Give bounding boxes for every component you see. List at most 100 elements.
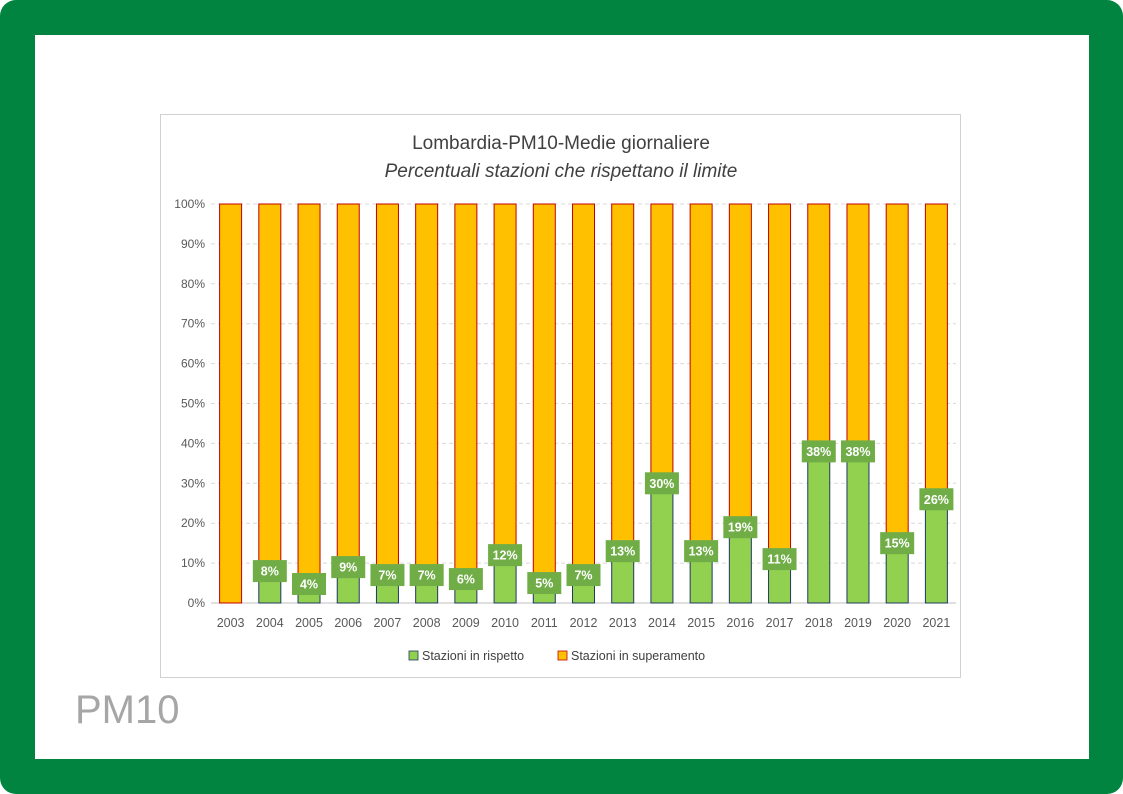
- bar-superamento: [728, 203, 752, 528]
- y-tick-label: 60%: [181, 357, 205, 371]
- corner-label: PM10: [75, 688, 180, 732]
- chart-subtitle: Percentuali stazioni che rispettano il l…: [385, 161, 738, 182]
- x-tick-label: 2006: [334, 616, 362, 630]
- data-label: 8%: [261, 565, 279, 579]
- bar-rispetto: [728, 526, 752, 604]
- bar-superamento: [493, 203, 517, 556]
- y-tick-label: 90%: [181, 237, 205, 251]
- data-label: 26%: [924, 493, 949, 507]
- data-label-box: [880, 532, 915, 555]
- data-label: 11%: [767, 553, 791, 567]
- legend-swatch-rispetto: [408, 650, 419, 661]
- data-label: 38%: [806, 445, 831, 459]
- bar-superamento: [258, 203, 282, 572]
- bar-superamento: [415, 203, 439, 576]
- chart-container: Lombardia-PM10-Medie giornaliere Percent…: [160, 114, 961, 678]
- bar-rispetto: [924, 498, 948, 604]
- y-tick-label: 10%: [181, 556, 205, 570]
- x-tick-label: 2015: [687, 616, 715, 630]
- y-tick-label: 30%: [181, 476, 205, 490]
- data-labels: 8% 4% 9% 7% 7% 6% 12% 5% 7% 13% 30% 13% 19% 11% 38% 38%…: [252, 440, 954, 595]
- legend-label-rispetto: Stazioni in rispetto: [422, 649, 524, 663]
- bar-superamento: [807, 203, 831, 452]
- data-label-box: [919, 488, 954, 511]
- y-tick-label: 50%: [181, 397, 205, 411]
- x-tick-label: 2014: [648, 616, 676, 630]
- bar-superamento: [297, 203, 321, 588]
- data-label: 12%: [493, 549, 518, 563]
- data-label: 4%: [300, 578, 318, 592]
- data-label-box: [644, 472, 679, 495]
- data-label: 5%: [535, 577, 553, 591]
- bar-rispetto: [846, 450, 870, 604]
- data-label: 9%: [339, 561, 357, 575]
- data-label: 15%: [885, 537, 910, 551]
- data-label-box: [684, 540, 719, 563]
- data-label: 6%: [457, 573, 475, 587]
- bar-superamento: [336, 203, 360, 568]
- y-tick-label: 70%: [181, 317, 205, 331]
- x-tick-label: 2018: [805, 616, 833, 630]
- bar-rispetto: [807, 450, 831, 604]
- y-tick-label: 40%: [181, 436, 205, 450]
- bar-superamento: [689, 203, 713, 552]
- y-tick-label: 80%: [181, 277, 205, 291]
- y-axis-ticks: 0% 10% 20% 30% 40% 50% 60% 70% 80% 90% 100%: [174, 197, 205, 610]
- data-label-box: [605, 540, 640, 563]
- x-tick-label: 2021: [922, 616, 950, 630]
- data-label: 30%: [649, 477, 674, 491]
- y-tick-label: 20%: [181, 516, 205, 530]
- data-label-box: [448, 568, 483, 591]
- data-label-box: [723, 516, 758, 539]
- bar-superamento: [219, 203, 243, 604]
- data-label: 7%: [418, 569, 436, 583]
- x-tick-label: 2008: [413, 616, 441, 630]
- bar-superamento: [454, 203, 478, 580]
- bar-superamento: [924, 203, 948, 500]
- bar-superamento: [611, 203, 635, 552]
- data-label: 13%: [610, 545, 635, 559]
- x-tick-label: 2016: [726, 616, 754, 630]
- data-label-box: [762, 548, 797, 571]
- bar-superamento: [532, 203, 556, 584]
- bar-superamento: [650, 203, 674, 484]
- bar-superamento: [846, 203, 870, 452]
- x-tick-label: 2020: [883, 616, 911, 630]
- data-label-box: [566, 564, 601, 587]
- x-axis-ticks: 2003 2004 2005 2006 2007 2008 2009 2010 2011 2012…: [217, 616, 951, 630]
- data-label-box: [331, 556, 366, 579]
- data-label: 7%: [378, 569, 396, 583]
- data-label-box: [292, 573, 327, 595]
- data-label: 7%: [574, 569, 592, 583]
- x-tick-label: 2019: [844, 616, 872, 630]
- data-label-box: [370, 564, 405, 587]
- bar-superamento: [572, 203, 595, 576]
- chart-title: Lombardia-PM10-Medie giornaliere: [412, 133, 710, 154]
- data-label-box: [409, 564, 444, 587]
- data-label-box: [252, 560, 287, 583]
- x-tick-label: 2009: [452, 616, 480, 630]
- x-tick-label: 2013: [609, 616, 637, 630]
- x-tick-label: 2010: [491, 616, 519, 630]
- data-label: 38%: [845, 445, 870, 459]
- chart-svg: Lombardia-PM10-Medie giornaliere Percent…: [174, 133, 956, 663]
- bar-superamento: [768, 203, 792, 560]
- y-tick-label: 0%: [188, 596, 206, 610]
- data-label-box: [488, 544, 523, 567]
- x-tick-label: 2017: [766, 616, 794, 630]
- data-label: 19%: [728, 521, 753, 535]
- data-label: 13%: [689, 545, 714, 559]
- y-tick-label: 100%: [174, 197, 205, 211]
- legend: Stazioni in rispetto Stazioni in superam…: [408, 649, 705, 663]
- x-tick-label: 2004: [256, 616, 284, 630]
- x-tick-label: 2005: [295, 616, 323, 630]
- data-label-box: [527, 572, 562, 595]
- x-tick-label: 2007: [374, 616, 402, 630]
- legend-swatch-superamento: [557, 650, 568, 661]
- bars: [219, 203, 948, 604]
- data-label-box: [801, 440, 836, 463]
- data-label-box: [840, 440, 875, 463]
- x-tick-label: 2003: [217, 616, 245, 630]
- x-tick-label: 2012: [570, 616, 598, 630]
- x-tick-label: 2011: [531, 616, 558, 630]
